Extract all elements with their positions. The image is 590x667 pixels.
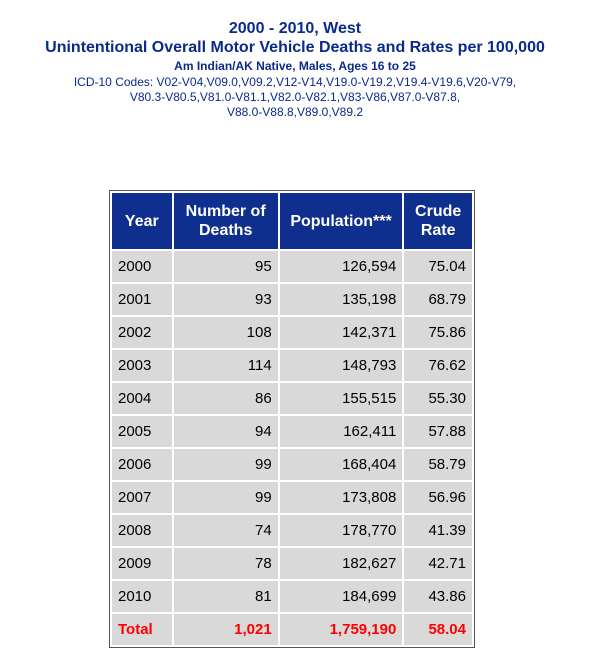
table-row: 2010 81 184,699 43.86 bbox=[112, 581, 472, 612]
cell-year: 2010 bbox=[112, 581, 172, 612]
table-row: 2005 94 162,411 57.88 bbox=[112, 416, 472, 447]
cell-crude-rate: 55.30 bbox=[404, 383, 472, 414]
total-cell-population: 1,759,190 bbox=[279, 614, 403, 645]
cell-year: 2009 bbox=[112, 548, 172, 579]
cell-crude-rate: 43.86 bbox=[404, 581, 472, 612]
cell-deaths: 99 bbox=[173, 449, 278, 480]
table-row: 2002 108 142,371 75.86 bbox=[112, 317, 472, 348]
cell-population: 135,198 bbox=[279, 284, 403, 315]
cell-year: 2002 bbox=[112, 317, 172, 348]
table-row: 2000 95 126,594 75.04 bbox=[112, 251, 472, 282]
report-title: 2000 - 2010, West bbox=[228, 20, 362, 37]
table-row: 2008 74 178,770 41.39 bbox=[112, 515, 472, 546]
cell-crude-rate: 58.79 bbox=[404, 449, 472, 480]
table-row: 2007 99 173,808 56.96 bbox=[112, 482, 472, 513]
cell-crude-rate: 68.79 bbox=[404, 284, 472, 315]
cell-population: 178,770 bbox=[279, 515, 403, 546]
cell-population: 155,515 bbox=[279, 383, 403, 414]
icd-codes: ICD-10 Codes: V02-V04,V09.0,V09.2,V12-V1… bbox=[0, 75, 590, 120]
cell-deaths: 95 bbox=[173, 251, 278, 282]
total-cell-year: Total bbox=[112, 614, 172, 645]
icd-codes-line: ICD-10 Codes: V02-V04,V09.0,V09.2,V12-V1… bbox=[73, 75, 517, 89]
cell-year: 2004 bbox=[112, 383, 172, 414]
cell-population: 162,411 bbox=[279, 416, 403, 447]
cell-deaths: 93 bbox=[173, 284, 278, 315]
cell-population: 148,793 bbox=[279, 350, 403, 381]
cell-year: 2001 bbox=[112, 284, 172, 315]
cell-deaths: 81 bbox=[173, 581, 278, 612]
icd-codes-line: V80.3-V80.5,V81.0-V81.1,V82.0-V82.1,V83-… bbox=[129, 90, 461, 104]
table-row: 2009 78 182,627 42.71 bbox=[112, 548, 472, 579]
cell-population: 126,594 bbox=[279, 251, 403, 282]
total-cell-crude-rate: 58.04 bbox=[404, 614, 472, 645]
report-title-main: Unintentional Overall Motor Vehicle Deat… bbox=[45, 39, 545, 56]
cell-crude-rate: 75.86 bbox=[404, 317, 472, 348]
table-header-row: Year Number of Deaths Population*** Crud… bbox=[112, 193, 472, 249]
cell-year: 2000 bbox=[112, 251, 172, 282]
cell-deaths: 108 bbox=[173, 317, 278, 348]
table-row: 2003 114 148,793 76.62 bbox=[112, 350, 472, 381]
col-header-population: Population*** bbox=[279, 193, 403, 249]
cell-crude-rate: 57.88 bbox=[404, 416, 472, 447]
cell-population: 168,404 bbox=[279, 449, 403, 480]
data-table: Year Number of Deaths Population*** Crud… bbox=[109, 190, 475, 648]
cell-population: 173,808 bbox=[279, 482, 403, 513]
cell-year: 2005 bbox=[112, 416, 172, 447]
cell-deaths: 74 bbox=[173, 515, 278, 546]
cell-population: 142,371 bbox=[279, 317, 403, 348]
cell-year: 2003 bbox=[112, 350, 172, 381]
table-body: 2000 95 126,594 75.04 2001 93 135,198 68.79 2002… bbox=[112, 251, 472, 645]
cell-population: 182,627 bbox=[279, 548, 403, 579]
cell-deaths: 86 bbox=[173, 383, 278, 414]
cell-crude-rate: 75.04 bbox=[404, 251, 472, 282]
icd-codes-line: V88.0-V88.8,V89.0,V89.2 bbox=[226, 105, 364, 119]
cell-deaths: 114 bbox=[173, 350, 278, 381]
table-row: 2004 86 155,515 55.30 bbox=[112, 383, 472, 414]
col-header-deaths: Number of Deaths bbox=[173, 193, 278, 249]
table-total-row: Total 1,021 1,759,190 58.04 bbox=[112, 614, 472, 645]
cell-crude-rate: 42.71 bbox=[404, 548, 472, 579]
cell-deaths: 78 bbox=[173, 548, 278, 579]
cell-population: 184,699 bbox=[279, 581, 403, 612]
report-subtitle: Am Indian/AK Native, Males, Ages 16 to 2… bbox=[174, 59, 416, 73]
cell-year: 2007 bbox=[112, 482, 172, 513]
cell-year: 2008 bbox=[112, 515, 172, 546]
cell-year: 2006 bbox=[112, 449, 172, 480]
cell-crude-rate: 56.96 bbox=[404, 482, 472, 513]
cell-crude-rate: 76.62 bbox=[404, 350, 472, 381]
table-row: 2001 93 135,198 68.79 bbox=[112, 284, 472, 315]
cell-crude-rate: 41.39 bbox=[404, 515, 472, 546]
col-header-crude-rate: Crude Rate bbox=[404, 193, 472, 249]
cell-deaths: 94 bbox=[173, 416, 278, 447]
table-row: 2006 99 168,404 58.79 bbox=[112, 449, 472, 480]
col-header-year: Year bbox=[112, 193, 172, 249]
cell-deaths: 99 bbox=[173, 482, 278, 513]
total-cell-deaths: 1,021 bbox=[173, 614, 278, 645]
